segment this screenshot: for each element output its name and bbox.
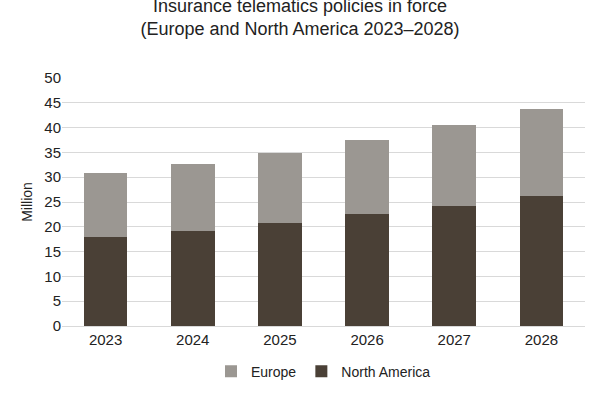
- svg-text:25: 25: [44, 193, 61, 210]
- svg-text:2028: 2028: [525, 331, 558, 348]
- svg-text:0: 0: [53, 317, 61, 334]
- svg-text:50: 50: [44, 69, 61, 86]
- svg-text:45: 45: [44, 94, 61, 111]
- svg-text:30: 30: [44, 168, 61, 185]
- svg-text:2027: 2027: [438, 331, 471, 348]
- svg-text:Million: Million: [19, 182, 35, 222]
- svg-text:2023: 2023: [89, 331, 122, 348]
- svg-text:15: 15: [44, 243, 61, 260]
- svg-text:40: 40: [44, 119, 61, 136]
- svg-text:20: 20: [44, 218, 61, 235]
- svg-text:10: 10: [44, 268, 61, 285]
- svg-text:North America: North America: [341, 364, 430, 380]
- svg-text:2025: 2025: [263, 331, 296, 348]
- svg-text:2026: 2026: [350, 331, 383, 348]
- svg-text:Europe: Europe: [251, 364, 296, 380]
- svg-text:2024: 2024: [176, 331, 209, 348]
- svg-text:5: 5: [53, 292, 61, 309]
- svg-text:35: 35: [44, 144, 61, 161]
- svg-text:Insurance telematics policies: Insurance telematics policies in force(E…: [140, 0, 459, 39]
